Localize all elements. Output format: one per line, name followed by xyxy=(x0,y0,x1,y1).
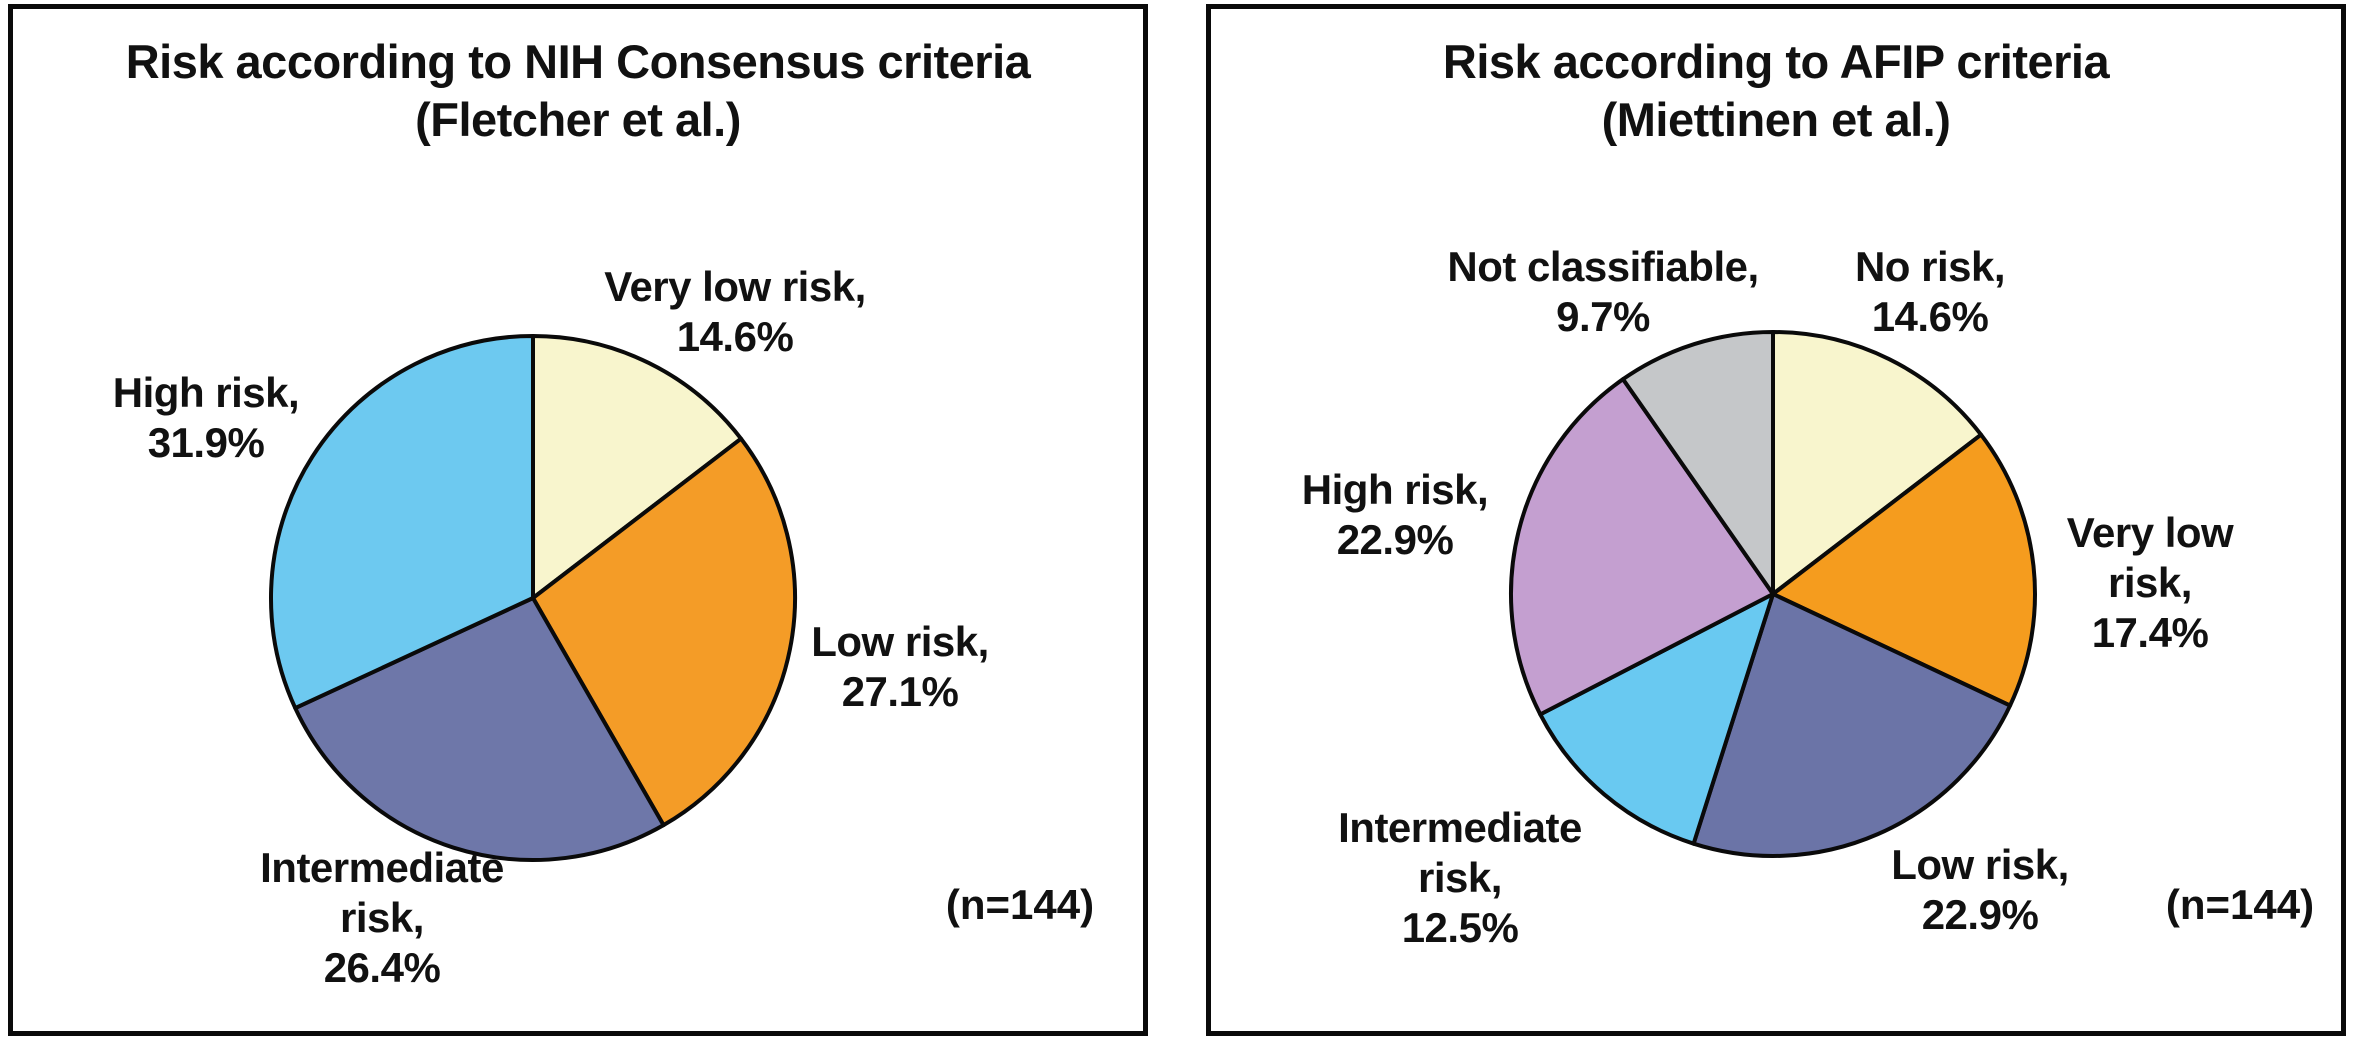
pie-slice-very-low-risk xyxy=(1771,432,2037,708)
pie-slice-intermediate-risk xyxy=(1538,592,1775,846)
afip-not-classifiable-label: Not classifiable, 9.7% xyxy=(1447,242,1759,342)
label-line: Intermediate xyxy=(260,844,504,891)
label-line: Not classifiable, xyxy=(1447,243,1759,290)
nih-consensus-panel: Risk according to NIH Consensus criteria… xyxy=(8,4,1148,1036)
pie-slice-very-low-risk xyxy=(531,334,744,600)
label-line: High risk, xyxy=(112,369,300,416)
label-line: Low risk, xyxy=(811,618,989,665)
label-line: 22.9% xyxy=(1921,891,2039,938)
label-line: Very low xyxy=(2066,509,2234,556)
label-line: Intermediate xyxy=(1338,804,1582,851)
pie-slice-low-risk xyxy=(1691,592,2013,858)
nih-intermediate-risk-label: Intermediate risk, 26.4% xyxy=(260,843,504,993)
nih-title-line-2: (Fletcher et al.) xyxy=(415,93,741,146)
nih-chart-title: Risk according to NIH Consensus criteria… xyxy=(13,33,1143,149)
afip-title-line-2: (Miettinen et al.) xyxy=(1601,93,1951,146)
label-line: Low risk, xyxy=(1891,841,2069,888)
label-line: 9.7% xyxy=(1556,293,1650,340)
pie-slice-high-risk xyxy=(269,334,535,711)
pie-slice-not-classifiable xyxy=(1621,330,1775,596)
pie-slice-intermediate-risk xyxy=(293,596,666,862)
nih-high-risk-label: High risk, 31.9% xyxy=(112,368,300,468)
afip-intermediate-risk-label: Intermediate risk, 12.5% xyxy=(1338,803,1582,953)
nih-very-low-risk-label: Very low risk, 14.6% xyxy=(604,262,866,362)
afip-panel: Risk according to AFIP criteria (Miettin… xyxy=(1206,4,2346,1036)
afip-very-low-risk-label: Very low risk, 17.4% xyxy=(2066,508,2234,658)
label-line: risk, xyxy=(340,894,424,941)
afip-low-risk-label: Low risk, 22.9% xyxy=(1891,840,2069,940)
label-line: No risk, xyxy=(1854,243,2006,290)
label-line: 26.4% xyxy=(323,944,441,991)
label-line: High risk, xyxy=(1301,466,1489,513)
nih-title-line-1: Risk according to NIH Consensus criteria xyxy=(125,35,1031,88)
pie-slice-no-risk xyxy=(1771,330,1984,596)
afip-high-risk-label: High risk, 22.9% xyxy=(1301,465,1489,565)
afip-chart-title: Risk according to AFIP criteria (Miettin… xyxy=(1211,33,2341,149)
label-line: Very low risk, xyxy=(604,263,866,310)
label-line: risk, xyxy=(1418,854,1502,901)
afip-no-risk-label: No risk, 14.6% xyxy=(1854,242,2006,342)
label-line: 27.1% xyxy=(841,668,959,715)
pie-slice-high-risk xyxy=(1509,377,1775,717)
label-line: 12.5% xyxy=(1401,904,1519,951)
label-line: 22.9% xyxy=(1336,516,1454,563)
pie-slice-low-risk xyxy=(531,436,798,828)
nih-sample-size-label: (n=144) xyxy=(945,881,1095,928)
label-line: 31.9% xyxy=(147,419,265,466)
nih-pie-chart xyxy=(269,334,798,862)
nih-low-risk-label: Low risk, 27.1% xyxy=(811,617,989,717)
label-line: 14.6% xyxy=(676,313,794,360)
label-line: risk, xyxy=(2108,559,2192,606)
afip-pie-chart xyxy=(1509,330,2037,858)
label-line: 14.6% xyxy=(1871,293,1989,340)
label-line: 17.4% xyxy=(2091,609,2209,656)
afip-title-line-1: Risk according to AFIP criteria xyxy=(1442,35,2110,88)
afip-sample-size-label: (n=144) xyxy=(2165,881,2315,928)
